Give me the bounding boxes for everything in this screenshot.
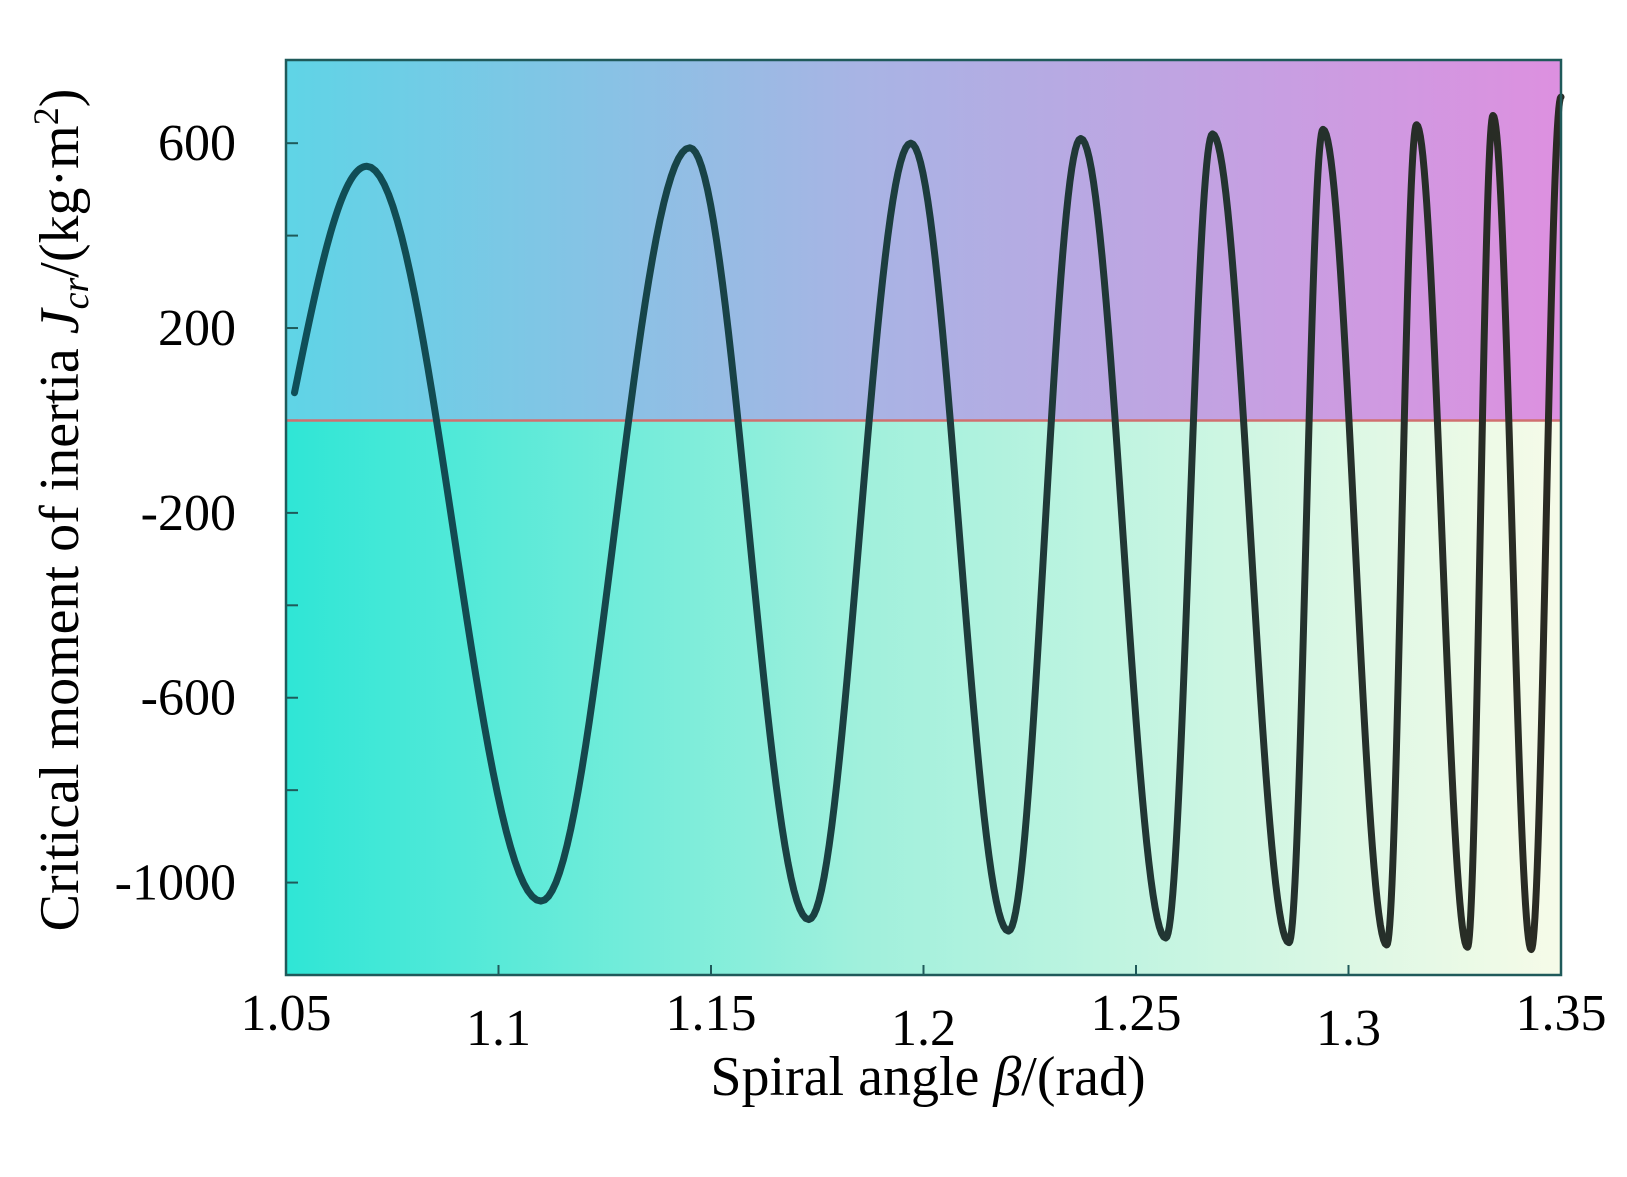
y-axis-title-prefix: Critical moment of inertia bbox=[29, 334, 91, 931]
x-tick-label: 1.25 bbox=[1091, 985, 1182, 1042]
y-tick-label: 200 bbox=[158, 300, 236, 357]
y-tick-label: 600 bbox=[158, 115, 236, 172]
y-axis-title-suffix-open: /(kg·m bbox=[29, 125, 91, 277]
y-axis-title-superscript: 2 bbox=[26, 107, 66, 125]
x-axis-title: Spiral angle β/(rad) bbox=[710, 1046, 1145, 1108]
x-axis-tick-labels: 1.05 1.1 1.15 1.2 1.25 1.3 1.35 bbox=[241, 985, 1607, 1057]
y-axis-title-symbol: J bbox=[29, 306, 91, 334]
plot-background-upper bbox=[286, 60, 1561, 421]
x-tick-label: 1.05 bbox=[241, 985, 332, 1042]
x-tick-label: 1.35 bbox=[1516, 985, 1607, 1042]
x-tick-label: 1.15 bbox=[666, 985, 757, 1042]
x-tick-label: 1.3 bbox=[1316, 1000, 1381, 1057]
series-line-jcr bbox=[291, 93, 1565, 954]
x-tick-label: 1.2 bbox=[891, 1000, 956, 1057]
y-tick-label: -600 bbox=[141, 670, 236, 727]
x-axis-title-symbol: β bbox=[992, 1046, 1021, 1108]
x-tick-label: 1.1 bbox=[466, 1000, 531, 1057]
y-tick-label: -1000 bbox=[115, 855, 236, 912]
y-tick-label: -200 bbox=[141, 485, 236, 542]
plot-frame bbox=[284, 58, 1563, 977]
y-axis-tick-labels: 600 200 -200 -600 -1000 bbox=[115, 115, 236, 911]
x-axis-title-suffix: /(rad) bbox=[1021, 1046, 1145, 1108]
y-axis-title: Critical moment of inertia Jcr/(kg·m2) bbox=[26, 89, 97, 932]
y-axis-title-suffix-close: ) bbox=[29, 89, 91, 108]
y-axis-title-subscript: cr bbox=[55, 277, 97, 309]
x-axis-title-prefix: Spiral angle bbox=[710, 1046, 993, 1108]
plot-background-lower bbox=[286, 420, 1561, 975]
